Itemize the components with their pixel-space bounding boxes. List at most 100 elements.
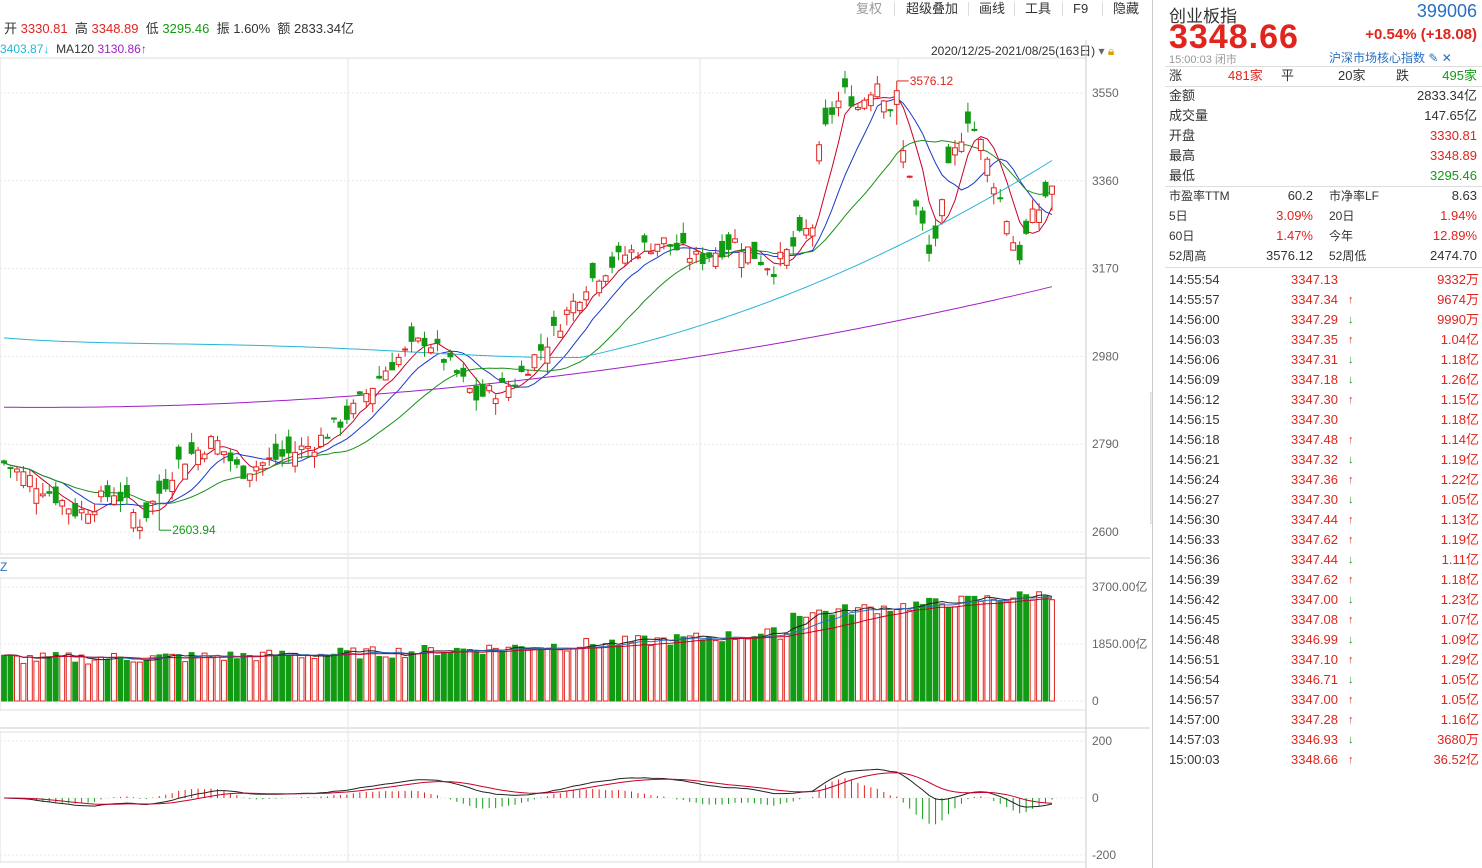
- candle-body: [764, 268, 771, 271]
- tick-volume: 1.09亿: [1440, 632, 1479, 647]
- tick-price: 3347.34: [1291, 292, 1338, 307]
- candle-body: [479, 383, 486, 397]
- candle-body: [867, 94, 874, 107]
- candle-body: [628, 249, 635, 253]
- candle-body: [977, 139, 984, 152]
- f9-button[interactable]: F9: [1073, 1, 1089, 16]
- candle-body: [221, 451, 227, 456]
- tick-time: 14:56:18: [1169, 432, 1220, 447]
- volume-bar: [531, 649, 538, 702]
- volume-bar: [460, 648, 467, 702]
- volume-bar: [227, 651, 234, 702]
- ratio-label: 52周高: [1169, 249, 1207, 263]
- candle-body: [654, 243, 661, 252]
- tick-arrow-icon: ↑: [1348, 574, 1354, 586]
- volume-bar: [725, 631, 732, 702]
- tick-time: 14:56:12: [1169, 392, 1220, 407]
- breadth-row: 涨 481家 平 20家 跌 495家: [1153, 66, 1482, 86]
- volume-bar: [997, 601, 1004, 702]
- lock-icon[interactable]: 🔒︎: [1107, 44, 1115, 58]
- edit-icon[interactable]: ✎: [1428, 51, 1439, 65]
- index-tag-link[interactable]: 沪深市场核心指数 ✎ ✕: [1329, 49, 1452, 66]
- tick-time: 14:56:51: [1169, 652, 1220, 667]
- volume-bar: [7, 654, 14, 702]
- candle-body: [641, 235, 648, 243]
- tick-price: 3347.62: [1291, 572, 1338, 587]
- tick-arrow-icon: ↓: [1348, 314, 1354, 326]
- volume-bar: [550, 643, 557, 702]
- down-count: 495家: [1442, 68, 1477, 83]
- tick-row: 14:56:36 3347.44 ↓ 1.11亿: [1153, 550, 1482, 570]
- ratio-value: 12.89%: [1432, 228, 1477, 243]
- candle-body: [46, 491, 53, 494]
- volume-bar: [259, 651, 266, 702]
- ratio-label: 市盈率TTM: [1169, 189, 1230, 203]
- volume-bar: [447, 652, 454, 702]
- volume-bar: [492, 647, 499, 702]
- volume-bar: [913, 601, 920, 702]
- volume-bar: [984, 595, 991, 702]
- volume-bar: [615, 644, 622, 702]
- volume-bar: [874, 613, 881, 702]
- candle-body: [104, 485, 111, 498]
- candle-body: [123, 485, 130, 498]
- candle-body: [382, 370, 389, 381]
- flat-count: 20家: [1338, 68, 1366, 83]
- dropdown-icon[interactable]: ▾: [1098, 44, 1105, 58]
- restore-rights-button[interactable]: 复权: [856, 1, 883, 16]
- volume-bar: [14, 655, 20, 702]
- stat-value: 147.65亿: [1424, 108, 1477, 123]
- ratio-row: 5日 3.09% 20日 1.94%: [1153, 206, 1482, 226]
- candle-body: [389, 361, 396, 371]
- volume-bar: [641, 635, 648, 702]
- candle-body: [835, 100, 842, 109]
- volume-bar: [842, 604, 848, 702]
- candle-body: [738, 251, 745, 269]
- super-overlay-button[interactable]: 超级叠加: [906, 1, 959, 16]
- tick-arrow-icon: ↓: [1348, 554, 1354, 566]
- volume-bar: [977, 600, 984, 702]
- tick-arrow-icon: ↑: [1348, 514, 1354, 526]
- candle-body: [1023, 220, 1030, 234]
- volume-bar: [156, 654, 163, 702]
- candle-body: [20, 471, 27, 487]
- tick-arrow-icon: ↑: [1348, 474, 1354, 486]
- ratio-label: 60日: [1169, 229, 1195, 243]
- candle-body: [298, 445, 305, 451]
- tick-row: 14:56:12 3347.30 ↑ 1.15亿: [1153, 390, 1482, 410]
- tools-button[interactable]: 工具: [1025, 1, 1052, 16]
- close-icon[interactable]: ✕: [1441, 51, 1452, 65]
- tick-row: 14:56:03 3347.35 ↑ 1.04亿: [1153, 330, 1482, 350]
- draw-line-button[interactable]: 画线: [979, 1, 1006, 16]
- candle-body: [829, 107, 835, 115]
- tick-arrow-icon: ↓: [1348, 354, 1354, 366]
- tick-row: 14:56:00 3347.29 ↓ 9990万: [1153, 310, 1482, 330]
- volume-bar: [777, 638, 784, 702]
- tick-price: 3347.30: [1291, 392, 1338, 407]
- volume-bar: [609, 639, 616, 702]
- tick-row: 14:56:06 3347.31 ↓ 1.18亿: [1153, 350, 1482, 370]
- tick-row: 14:56:57 3347.00 ↑ 1.05亿: [1153, 690, 1482, 710]
- volume-bar: [324, 654, 331, 702]
- index-name: 创业板指: [1169, 7, 1237, 26]
- tick-row: 14:56:09 3347.18 ↓ 1.26亿: [1153, 370, 1482, 390]
- price-tick-label: 3170: [1092, 262, 1119, 276]
- tick-arrow-icon: ↑: [1348, 534, 1354, 546]
- volume-bar: [589, 644, 596, 702]
- volume-bar: [389, 657, 396, 702]
- candle-body: [712, 252, 719, 267]
- volume-bar: [848, 614, 855, 702]
- candle-body: [201, 453, 208, 460]
- tick-volume: 1.18亿: [1440, 352, 1479, 367]
- tick-arrow-icon: ↑: [1348, 294, 1354, 306]
- tick-time: 14:56:33: [1169, 532, 1220, 547]
- volume-bar: [829, 614, 835, 702]
- volume-bar: [596, 647, 603, 702]
- volume-bar: [453, 647, 460, 702]
- volume-bar: [1010, 597, 1017, 702]
- hide-button[interactable]: 隐藏: [1113, 1, 1140, 16]
- date-range[interactable]: 2020/12/25-2021/08/25(163日) ▾ 🔒︎: [931, 42, 1114, 59]
- volume-bar: [570, 647, 577, 702]
- volume-bar: [376, 656, 383, 702]
